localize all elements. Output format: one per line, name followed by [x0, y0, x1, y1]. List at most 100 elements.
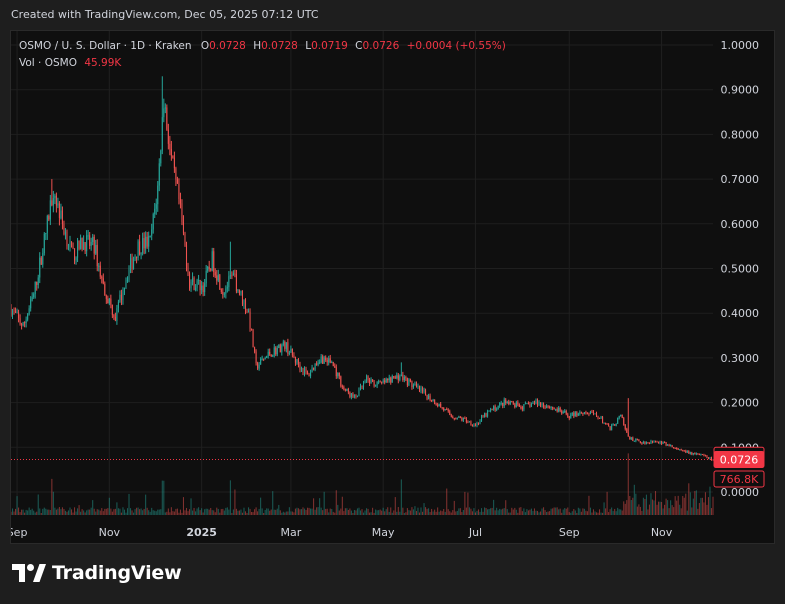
volume-bar [75, 511, 77, 515]
candle-body [538, 402, 540, 406]
volume-bar [182, 497, 185, 515]
volume-bar [234, 489, 236, 515]
candle-body [140, 253, 142, 255]
candle-body [214, 272, 216, 276]
candle-body [137, 241, 139, 258]
candle-body [642, 442, 644, 444]
volume-bar [381, 510, 383, 515]
candlestick-chart[interactable]: 1.0000 0.9000 0.8000 0.7000 0.6000 0.5000 0.40… [11, 31, 776, 545]
volume-bar [582, 508, 584, 515]
volume-bar [621, 510, 623, 515]
candle-body [391, 376, 393, 383]
candle-body [529, 404, 531, 407]
high-label: H [253, 40, 262, 52]
candle-body [594, 413, 596, 415]
volume-bar [219, 512, 221, 515]
candle-body [372, 379, 374, 382]
candle-body [453, 418, 455, 420]
volume-bar [535, 510, 537, 515]
tradingview-logo[interactable]: TradingView [12, 562, 182, 584]
volume-bar [390, 507, 392, 515]
volume-bar [158, 509, 160, 515]
candle-body [45, 232, 47, 234]
volume-bar [592, 509, 595, 515]
volume-bar [202, 512, 204, 515]
candle-body [449, 411, 451, 415]
candle-body [117, 301, 119, 309]
candle-body [201, 285, 203, 291]
volume-bar [415, 511, 417, 515]
candle-body [270, 354, 272, 357]
candle-body [193, 277, 195, 291]
chart-panel[interactable]: 1.0000 0.9000 0.8000 0.7000 0.6000 0.5000 0.40… [10, 30, 775, 544]
volume-bar [611, 507, 613, 515]
volume-bar [403, 512, 405, 515]
volume-bar [384, 511, 386, 515]
volume-bar [114, 508, 116, 515]
volume-bar [411, 507, 413, 515]
volume-bar [190, 498, 192, 515]
volume-bar [160, 509, 162, 515]
candle-body [13, 310, 15, 312]
volume-bar [145, 494, 147, 515]
volume-bar [503, 508, 505, 515]
candle-body [676, 448, 678, 450]
candle-body [694, 453, 696, 455]
volume-bar [78, 505, 80, 515]
volume-bar [258, 508, 260, 515]
volume-bar [163, 480, 165, 515]
candle-body [232, 273, 234, 276]
candle-body [686, 451, 688, 453]
candle-body [465, 418, 467, 423]
candle-body [350, 393, 352, 397]
candle-body [299, 364, 301, 370]
candle-body [179, 199, 181, 204]
volume-bar [564, 508, 566, 515]
volume-bar [86, 510, 88, 515]
volume-bar [24, 512, 26, 515]
volume-bar [470, 508, 472, 515]
volume-bar [110, 508, 112, 515]
volume-bar [650, 493, 652, 515]
volume-bar [707, 497, 709, 515]
candle-body [340, 376, 342, 387]
candle-body [376, 381, 378, 386]
candle-body [526, 403, 528, 405]
candle-body [609, 426, 611, 431]
chart-legend: OSMO / U. S. Dollar · 1D · Kraken O0.072… [19, 38, 506, 72]
volume-bar [133, 512, 135, 515]
tradingview-logo-icon [12, 564, 46, 582]
candle-body [67, 245, 70, 247]
volume-bar [617, 507, 619, 515]
volume-bar [447, 509, 449, 515]
candle-body [77, 240, 79, 258]
volume-bar [353, 510, 355, 515]
volume-bar [93, 508, 95, 515]
candle-body [503, 399, 505, 406]
volume-bar [418, 512, 421, 515]
candle-body [61, 210, 63, 224]
candle-body [329, 358, 331, 363]
candle-body [496, 409, 498, 411]
candle-body [40, 257, 42, 265]
volume-bar [679, 504, 681, 515]
volume-bar [102, 511, 104, 515]
volume-bar [546, 511, 548, 515]
volume-bar [322, 510, 324, 515]
candle-body [273, 347, 275, 355]
volume-bar [550, 508, 552, 515]
volume-bar [405, 512, 407, 515]
x-tick-label: Sep [11, 526, 27, 539]
volume-bar [603, 502, 605, 515]
volume-bar [11, 508, 14, 515]
candle-body [586, 412, 588, 414]
candle-body [104, 283, 106, 296]
candle-body [231, 275, 233, 277]
volume-bar [532, 511, 534, 515]
volume-bar [185, 507, 188, 515]
volume-bar [574, 510, 576, 515]
candle-body [75, 257, 77, 261]
y-tick-label: 0.2000 [721, 397, 760, 410]
candle-body [276, 347, 278, 355]
